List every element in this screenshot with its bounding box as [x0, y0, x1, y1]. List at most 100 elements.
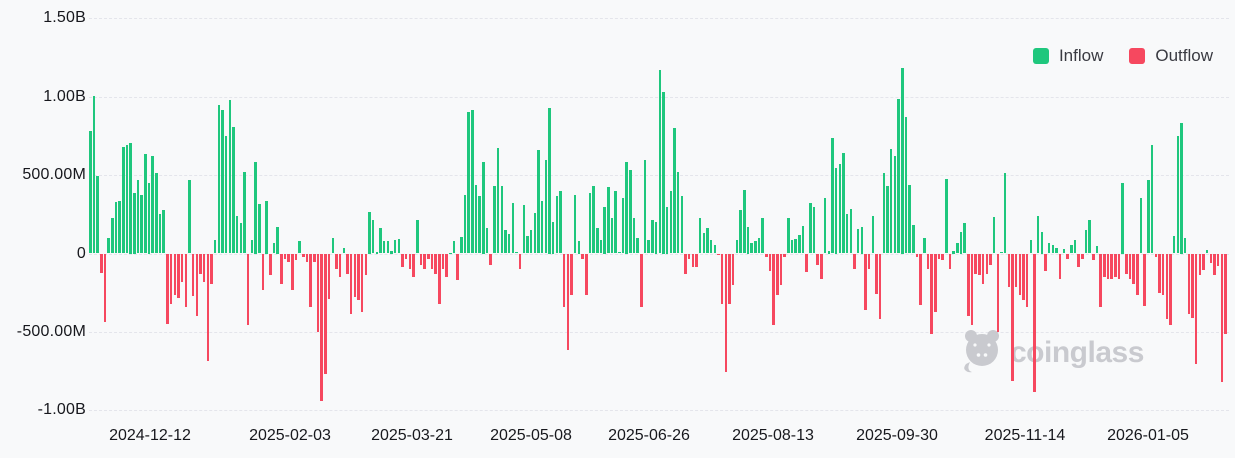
- inflow-bar[interactable]: [577, 240, 581, 254]
- outflow-bar[interactable]: [313, 254, 316, 262]
- inflow-bar[interactable]: [886, 186, 889, 254]
- outflow-bar[interactable]: [1187, 254, 1191, 314]
- inflow-bar[interactable]: [158, 213, 162, 254]
- inflow-bar[interactable]: [1036, 215, 1040, 254]
- outflow-bar[interactable]: [1022, 254, 1025, 301]
- outflow-bar[interactable]: [1117, 254, 1121, 279]
- outflow-bar[interactable]: [915, 254, 919, 257]
- outflow-bar[interactable]: [1033, 254, 1036, 392]
- inflow-bar[interactable]: [1003, 172, 1007, 254]
- outflow-bar[interactable]: [989, 254, 992, 266]
- inflow-bar[interactable]: [871, 215, 875, 254]
- inflow-bar[interactable]: [393, 239, 397, 254]
- inflow-bar[interactable]: [122, 147, 125, 254]
- inflow-bar[interactable]: [504, 229, 507, 254]
- outflow-bar[interactable]: [562, 254, 566, 307]
- inflow-bar[interactable]: [790, 239, 794, 254]
- outflow-bar[interactable]: [1081, 254, 1084, 259]
- inflow-bar[interactable]: [831, 138, 834, 254]
- outflow-bar[interactable]: [261, 254, 265, 291]
- outflow-bar[interactable]: [864, 254, 867, 311]
- outflow-bar[interactable]: [783, 254, 786, 257]
- inflow-bar[interactable]: [647, 239, 650, 254]
- outflow-bar[interactable]: [302, 254, 305, 257]
- inflow-bar[interactable]: [651, 220, 654, 254]
- outflow-bar[interactable]: [1025, 254, 1029, 308]
- outflow-bar[interactable]: [338, 254, 342, 277]
- inflow-bar[interactable]: [761, 218, 764, 254]
- inflow-bar[interactable]: [812, 207, 816, 254]
- inflow-bar[interactable]: [379, 228, 382, 254]
- inflow-bar[interactable]: [258, 203, 261, 254]
- inflow-bar[interactable]: [254, 161, 257, 254]
- inflow-bar[interactable]: [992, 216, 996, 254]
- outflow-bar[interactable]: [728, 254, 731, 304]
- inflow-bar[interactable]: [548, 108, 551, 254]
- outflow-bar[interactable]: [948, 254, 952, 270]
- inflow-bar[interactable]: [834, 168, 838, 254]
- outflow-bar[interactable]: [695, 254, 698, 267]
- inflow-bar[interactable]: [669, 191, 673, 254]
- inflow-bar[interactable]: [882, 173, 886, 254]
- outflow-bar[interactable]: [779, 254, 783, 286]
- inflow-bar[interactable]: [838, 163, 842, 254]
- inflow-bar[interactable]: [621, 198, 625, 254]
- inflow-bar[interactable]: [1062, 249, 1066, 254]
- outflow-bar[interactable]: [1194, 254, 1198, 364]
- outflow-bar[interactable]: [357, 254, 360, 301]
- outflow-bar[interactable]: [364, 254, 368, 276]
- outflow-bar[interactable]: [287, 254, 290, 262]
- inflow-bar[interactable]: [118, 201, 121, 254]
- outflow-bar[interactable]: [441, 254, 445, 269]
- inflow-bar[interactable]: [147, 182, 151, 254]
- inflow-bar[interactable]: [750, 243, 753, 254]
- outflow-bar[interactable]: [1154, 254, 1158, 257]
- inflow-bar[interactable]: [276, 226, 279, 254]
- inflow-bar[interactable]: [500, 186, 503, 254]
- inflow-bar[interactable]: [235, 215, 239, 254]
- inflow-bar[interactable]: [912, 224, 915, 254]
- outflow-bar[interactable]: [316, 254, 320, 333]
- outflow-bar[interactable]: [438, 254, 441, 304]
- inflow-bar[interactable]: [735, 239, 739, 254]
- outflow-bar[interactable]: [776, 254, 779, 296]
- inflow-bar[interactable]: [596, 228, 599, 254]
- inflow-bar[interactable]: [188, 179, 191, 254]
- inflow-bar[interactable]: [603, 206, 606, 254]
- outflow-bar[interactable]: [206, 254, 210, 361]
- outflow-bar[interactable]: [1220, 254, 1224, 383]
- inflow-bar[interactable]: [610, 218, 614, 254]
- inflow-bar[interactable]: [1180, 123, 1183, 254]
- outflow-bar[interactable]: [941, 254, 944, 261]
- inflow-bar[interactable]: [607, 186, 610, 254]
- outflow-bar[interactable]: [324, 254, 327, 374]
- outflow-bar[interactable]: [518, 254, 522, 269]
- outflow-bar[interactable]: [1165, 254, 1169, 319]
- inflow-bar[interactable]: [908, 184, 911, 254]
- inflow-bar[interactable]: [371, 220, 375, 254]
- inflow-bar[interactable]: [956, 243, 959, 254]
- inflow-bar[interactable]: [144, 154, 147, 254]
- inflow-bar[interactable]: [1088, 219, 1091, 254]
- inflow-bar[interactable]: [239, 223, 243, 254]
- inflow-bar[interactable]: [140, 194, 143, 254]
- inflow-bar[interactable]: [151, 155, 154, 254]
- outflow-bar[interactable]: [805, 254, 808, 272]
- inflow-bar[interactable]: [757, 238, 761, 254]
- inflow-bar[interactable]: [787, 218, 790, 254]
- inflow-bar[interactable]: [709, 239, 713, 254]
- inflow-bar[interactable]: [559, 191, 562, 254]
- inflow-bar[interactable]: [959, 231, 963, 254]
- outflow-bar[interactable]: [1106, 254, 1110, 279]
- inflow-bar[interactable]: [1095, 246, 1099, 254]
- outflow-bar[interactable]: [1103, 254, 1106, 277]
- inflow-bar[interactable]: [511, 203, 515, 254]
- outflow-bar[interactable]: [875, 254, 878, 294]
- inflow-bar[interactable]: [860, 226, 864, 254]
- inflow-bar[interactable]: [713, 244, 717, 254]
- inflow-bar[interactable]: [963, 223, 966, 254]
- inflow-bar[interactable]: [555, 196, 559, 254]
- inflow-bar[interactable]: [375, 251, 379, 254]
- inflow-bar[interactable]: [224, 135, 228, 254]
- outflow-bar[interactable]: [1202, 254, 1205, 271]
